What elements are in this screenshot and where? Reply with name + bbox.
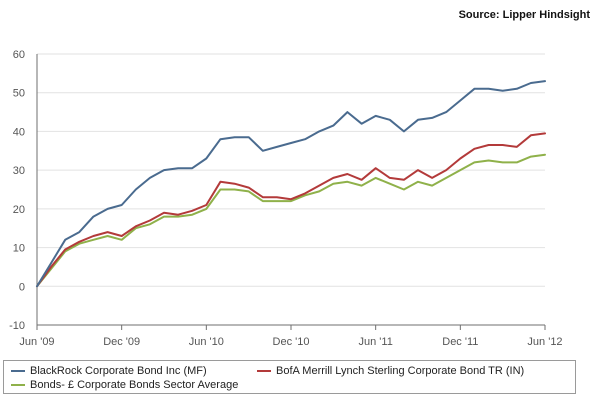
chart-legend: BlackRock Corporate Bond Inc (MF) BofA M… — [3, 360, 576, 394]
y-tick-label: 30 — [13, 165, 25, 177]
legend-label-bofa: BofA Merrill Lynch Sterling Corporate Bo… — [276, 365, 525, 377]
series-line-bofa — [36, 132, 546, 288]
legend-item-sector[interactable]: Bonds- £ Corporate Bonds Sector Average — [11, 379, 238, 391]
legend-swatch-bofa — [257, 370, 271, 372]
legend-swatch-blackrock — [11, 370, 25, 372]
legend-label-blackrock: BlackRock Corporate Bond Inc (MF) — [30, 365, 207, 377]
y-tick-label: 10 — [13, 243, 25, 255]
x-tick-label: Jun '12 — [527, 336, 562, 348]
y-tick-label: 50 — [13, 88, 25, 100]
series-lines — [36, 80, 546, 288]
legend-swatch-sector — [11, 384, 25, 386]
x-tick-label: Dec '11 — [442, 336, 478, 348]
y-tick-label: 0 — [19, 281, 25, 293]
x-tick-label: Jun '09 — [19, 336, 54, 348]
y-tick-label: -10 — [9, 320, 25, 332]
y-tick-label: 60 — [13, 49, 25, 61]
legend-item-blackrock[interactable]: BlackRock Corporate Bond Inc (MF) — [11, 365, 207, 377]
x-tick-label: Jun '11 — [359, 336, 393, 348]
source-label: Source: Lipper Hindsight — [458, 9, 590, 21]
axes — [36, 54, 546, 330]
x-tick-label: Dec '10 — [273, 336, 310, 348]
series-line-blackrock — [36, 80, 546, 288]
y-tick-label: 40 — [13, 126, 25, 138]
x-axis-ticks: Jun '09 Dec '09 Jun '10 Dec '10 Jun '11 Dec '… — [19, 336, 562, 348]
y-axis-ticks: -10 0 10 20 30 40 50 60 — [9, 49, 25, 332]
x-tick-label: Dec '09 — [103, 336, 140, 348]
legend-item-bofa[interactable]: BofA Merrill Lynch Sterling Corporate Bo… — [257, 365, 524, 377]
line-chart: -10 0 10 20 30 40 50 60 Jun '09 Dec '09 Jun '10 De… — [9, 49, 562, 348]
series-line-sector — [36, 153, 546, 288]
x-tick-label: Jun '10 — [189, 336, 224, 348]
y-tick-label: 20 — [13, 204, 25, 216]
legend-label-sector: Bonds- £ Corporate Bonds Sector Average — [30, 379, 239, 391]
